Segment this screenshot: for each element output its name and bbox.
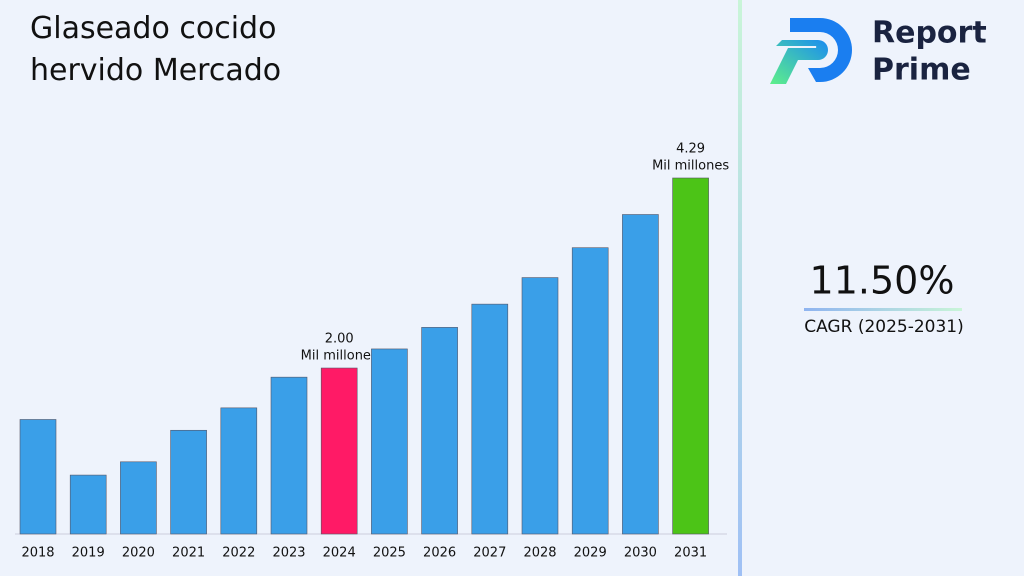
x-tick-label: 2019 xyxy=(72,546,105,561)
x-tick-label: 2023 xyxy=(272,546,305,561)
chart-title: Glaseado cocido hervido Mercado xyxy=(30,11,282,88)
x-tick-label: 2026 xyxy=(423,546,456,561)
data-label: 4.29 xyxy=(676,142,705,157)
x-tick-label: 2020 xyxy=(122,546,155,561)
data-label: 2.00 xyxy=(325,332,354,347)
bar xyxy=(270,376,308,535)
bar xyxy=(320,367,358,535)
x-tick-label: 2030 xyxy=(624,546,657,561)
data-label-unit: Mil millones xyxy=(301,349,378,364)
x-tick-label: 2018 xyxy=(21,546,54,561)
bar xyxy=(220,407,258,535)
bar xyxy=(571,247,609,535)
x-tick-label: 2021 xyxy=(172,546,205,561)
x-tick-label: 2027 xyxy=(473,546,506,561)
bar xyxy=(471,303,509,535)
cagr-underline xyxy=(804,308,962,311)
bar xyxy=(421,327,458,535)
bar xyxy=(672,177,709,535)
bar xyxy=(170,429,207,535)
x-tick-label: 2028 xyxy=(523,546,556,561)
x-tick-label: 2022 xyxy=(222,546,255,561)
logo-text: Prime xyxy=(872,53,971,88)
x-tick-label: 2024 xyxy=(323,546,356,561)
bar xyxy=(69,474,107,535)
x-tick-label: 2031 xyxy=(674,546,707,561)
bar xyxy=(371,348,408,535)
bar xyxy=(19,419,57,535)
cagr-label: CAGR (2025-2031) xyxy=(804,317,964,337)
cagr-value: 11.50% xyxy=(810,259,955,303)
bar xyxy=(622,214,659,535)
logo-text: Report xyxy=(872,16,987,51)
divider xyxy=(738,0,742,576)
bar xyxy=(521,277,559,535)
bar xyxy=(120,461,157,535)
logo-icon xyxy=(770,18,852,84)
data-label-unit: Mil millones xyxy=(652,159,729,174)
x-tick-label: 2029 xyxy=(574,546,607,561)
x-tick-label: 2025 xyxy=(373,546,406,561)
